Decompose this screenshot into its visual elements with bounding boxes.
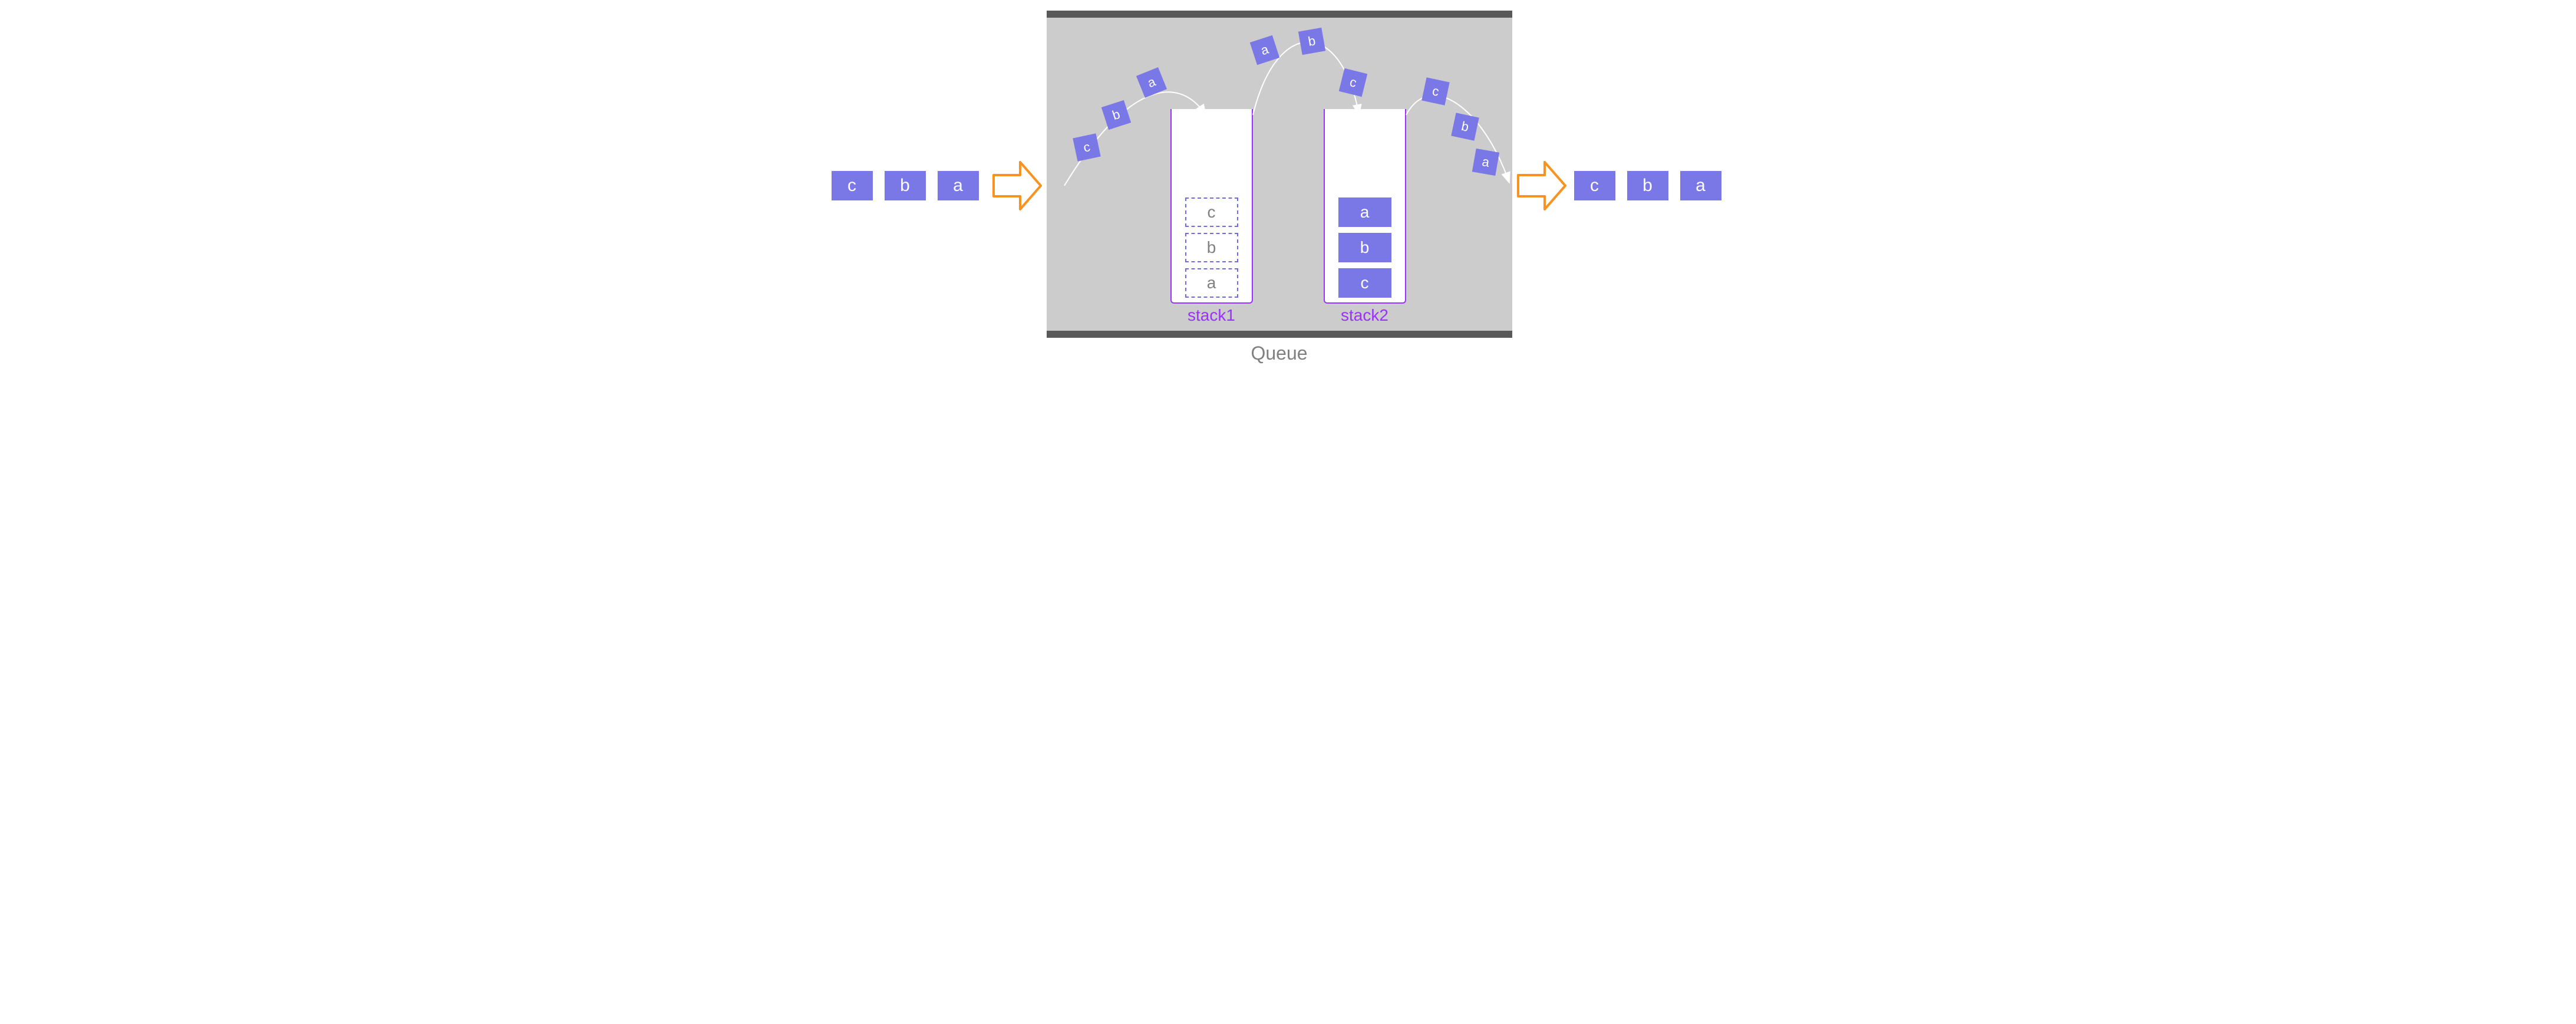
- queue-top-bar: [1047, 11, 1512, 18]
- stack2-label: stack2: [1324, 306, 1406, 325]
- diagram-canvas: cbastack1abcstack2cbaabccbacbacbaQueue: [829, 0, 1748, 366]
- output_tokens-token: b: [1627, 171, 1668, 200]
- queue-label: Queue: [1047, 343, 1512, 364]
- arc_tiles_right-tile: c: [1421, 77, 1449, 105]
- arc_tiles_middle-tile: b: [1298, 28, 1325, 55]
- stack1-cell: b: [1185, 233, 1238, 262]
- input_tokens-token: b: [885, 171, 926, 200]
- enqueue-arrow: [994, 162, 1041, 209]
- stack1-label: stack1: [1170, 306, 1253, 325]
- output_tokens-token: a: [1680, 171, 1721, 200]
- arc_tiles_left-tile: c: [1073, 133, 1100, 161]
- queue-container: [1047, 11, 1512, 338]
- arc_tiles_right-tile: a: [1472, 149, 1499, 176]
- stack1-cell: c: [1185, 197, 1238, 227]
- dequeue-arrow: [1518, 162, 1565, 209]
- stack2-cell: b: [1338, 233, 1391, 262]
- arc_tiles_right-tile: b: [1451, 113, 1479, 140]
- input_tokens-token: a: [938, 171, 979, 200]
- stack2-cell: a: [1338, 197, 1391, 227]
- queue-bottom-bar: [1047, 331, 1512, 338]
- stack1-cell: a: [1185, 268, 1238, 298]
- output_tokens-token: c: [1574, 171, 1615, 200]
- stack2-cell: c: [1338, 268, 1391, 298]
- input_tokens-token: c: [832, 171, 873, 200]
